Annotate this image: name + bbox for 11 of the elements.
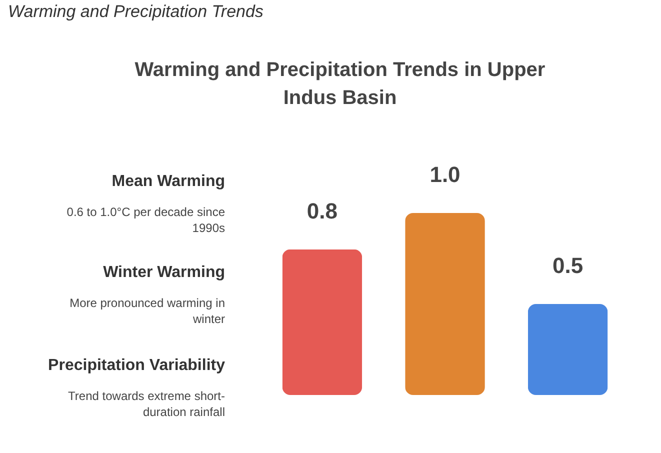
text: Precipitation Variability [48, 357, 226, 374]
text: Trend towards extreme short-duration rainfall [68, 389, 225, 419]
text: More pronounced warming in winter [70, 296, 225, 326]
text: Winter Warming [103, 264, 225, 281]
data-label: 1.0 [430, 162, 460, 187]
data-label: 0.8 [306, 198, 338, 224]
data-label: 0.5 [552, 253, 584, 278]
text: 0.6 to 1.0°C per decade since 1990s [66, 205, 226, 235]
text: Warming and Precipitation Trends [8, 2, 264, 21]
chart-title: Warming and Precipitation Trends in Upper Indus Basin [134, 59, 546, 109]
text: Mean Warming [112, 173, 225, 190]
